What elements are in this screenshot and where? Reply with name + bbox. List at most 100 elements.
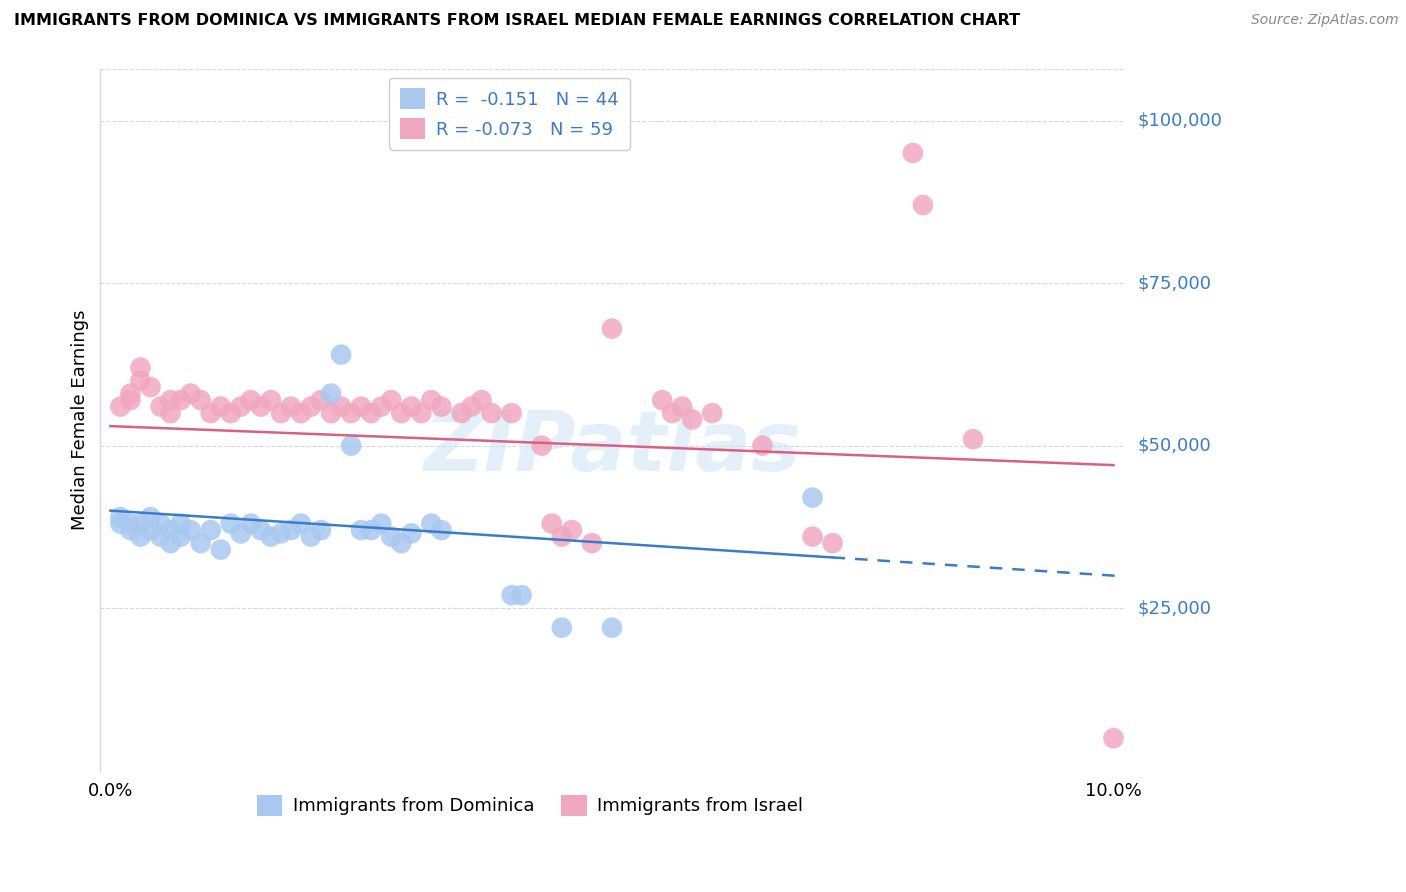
- Point: [389, 536, 412, 550]
- Point: [190, 393, 212, 408]
- Point: [671, 400, 693, 414]
- Point: [149, 400, 172, 414]
- Point: [250, 400, 273, 414]
- Point: [129, 516, 152, 531]
- Point: [370, 400, 392, 414]
- Point: [309, 393, 332, 408]
- Point: [110, 400, 132, 414]
- Point: [120, 393, 142, 408]
- Point: [180, 386, 202, 401]
- Point: [389, 406, 412, 420]
- Text: ZIPatlas: ZIPatlas: [423, 407, 801, 488]
- Point: [501, 406, 523, 420]
- Point: [169, 516, 191, 531]
- Legend: Immigrants from Dominica, Immigrants from Israel: Immigrants from Dominica, Immigrants fro…: [247, 786, 813, 825]
- Point: [299, 400, 322, 414]
- Point: [380, 393, 402, 408]
- Point: [470, 393, 492, 408]
- Point: [350, 523, 373, 537]
- Point: [551, 530, 574, 544]
- Point: [600, 621, 623, 635]
- Point: [280, 400, 302, 414]
- Point: [120, 516, 142, 531]
- Point: [330, 348, 353, 362]
- Point: [239, 393, 262, 408]
- Point: [401, 526, 423, 541]
- Point: [962, 432, 984, 446]
- Point: [530, 439, 553, 453]
- Point: [290, 406, 312, 420]
- Point: [360, 523, 382, 537]
- Point: [159, 536, 181, 550]
- Point: [180, 523, 202, 537]
- Point: [120, 523, 142, 537]
- Text: $50,000: $50,000: [1137, 436, 1211, 455]
- Point: [169, 393, 191, 408]
- Point: [801, 530, 824, 544]
- Point: [501, 588, 523, 602]
- Point: [430, 523, 453, 537]
- Point: [319, 386, 342, 401]
- Point: [169, 530, 191, 544]
- Point: [551, 621, 574, 635]
- Point: [229, 526, 252, 541]
- Point: [360, 406, 382, 420]
- Point: [129, 360, 152, 375]
- Point: [420, 516, 443, 531]
- Point: [250, 523, 273, 537]
- Point: [450, 406, 472, 420]
- Point: [821, 536, 844, 550]
- Point: [1102, 731, 1125, 746]
- Point: [139, 380, 162, 394]
- Point: [229, 400, 252, 414]
- Point: [510, 588, 533, 602]
- Point: [159, 406, 181, 420]
- Point: [600, 321, 623, 335]
- Point: [200, 523, 222, 537]
- Point: [209, 542, 232, 557]
- Point: [751, 439, 773, 453]
- Text: $25,000: $25,000: [1137, 599, 1212, 617]
- Point: [401, 400, 423, 414]
- Point: [139, 523, 162, 537]
- Point: [159, 523, 181, 537]
- Point: [200, 406, 222, 420]
- Point: [280, 523, 302, 537]
- Point: [540, 516, 562, 531]
- Text: $100,000: $100,000: [1137, 112, 1222, 129]
- Point: [129, 374, 152, 388]
- Point: [319, 406, 342, 420]
- Point: [209, 400, 232, 414]
- Point: [299, 530, 322, 544]
- Point: [139, 510, 162, 524]
- Point: [380, 530, 402, 544]
- Point: [309, 523, 332, 537]
- Text: IMMIGRANTS FROM DOMINICA VS IMMIGRANTS FROM ISRAEL MEDIAN FEMALE EARNINGS CORREL: IMMIGRANTS FROM DOMINICA VS IMMIGRANTS F…: [14, 13, 1021, 29]
- Y-axis label: Median Female Earnings: Median Female Earnings: [72, 310, 89, 530]
- Point: [911, 198, 934, 212]
- Point: [340, 406, 363, 420]
- Point: [581, 536, 603, 550]
- Point: [159, 393, 181, 408]
- Point: [801, 491, 824, 505]
- Point: [430, 400, 453, 414]
- Point: [219, 406, 242, 420]
- Point: [239, 516, 262, 531]
- Point: [120, 386, 142, 401]
- Point: [681, 412, 703, 426]
- Point: [340, 439, 363, 453]
- Point: [370, 516, 392, 531]
- Point: [901, 146, 924, 161]
- Point: [460, 400, 482, 414]
- Point: [290, 516, 312, 531]
- Point: [190, 536, 212, 550]
- Text: $75,000: $75,000: [1137, 274, 1212, 292]
- Point: [110, 516, 132, 531]
- Text: Source: ZipAtlas.com: Source: ZipAtlas.com: [1251, 13, 1399, 28]
- Point: [260, 393, 283, 408]
- Point: [561, 523, 583, 537]
- Point: [110, 510, 132, 524]
- Point: [481, 406, 503, 420]
- Point: [702, 406, 724, 420]
- Point: [651, 393, 673, 408]
